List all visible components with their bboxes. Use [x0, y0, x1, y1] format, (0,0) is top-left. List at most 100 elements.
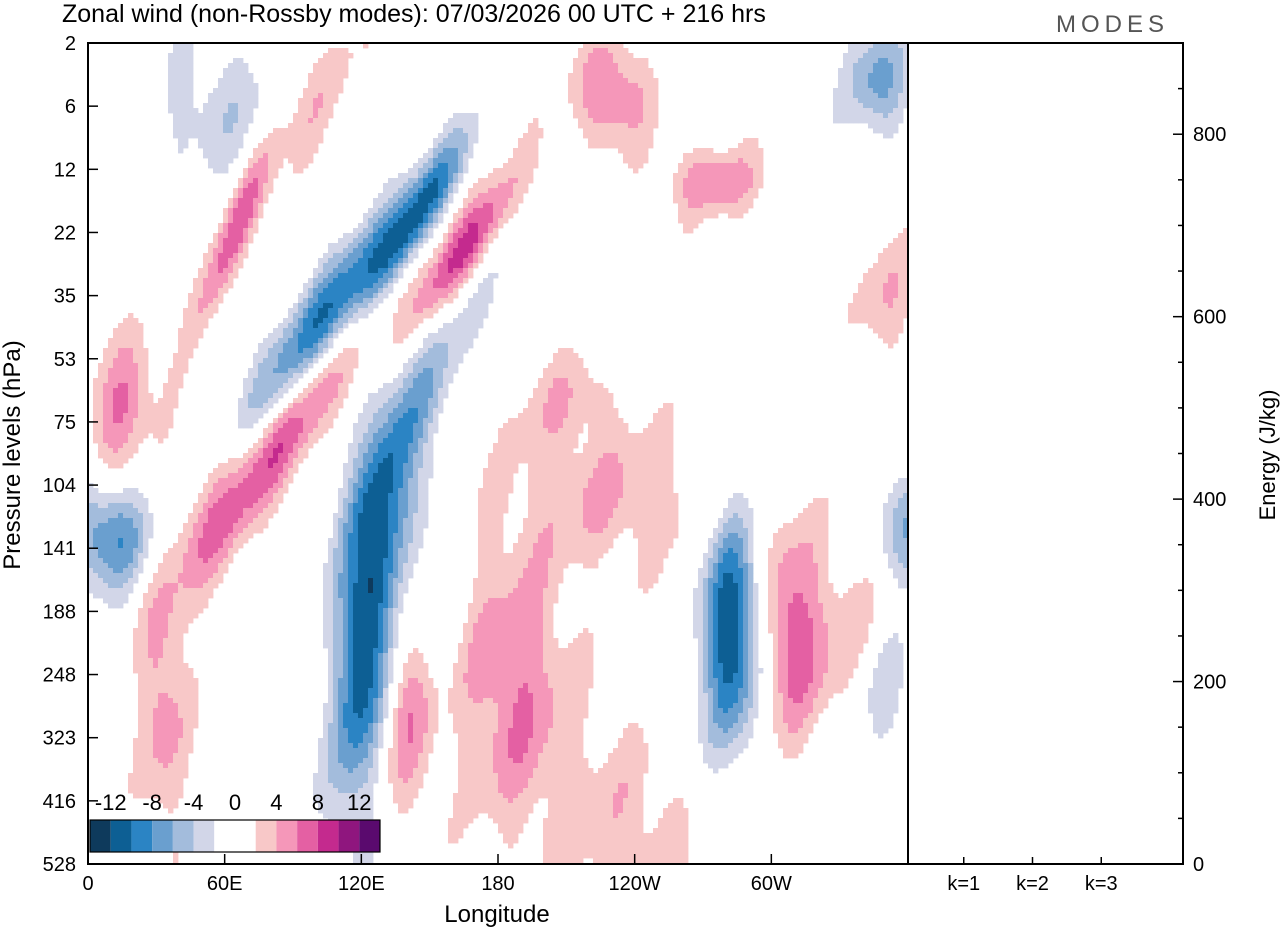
- field-cell: [518, 453, 524, 459]
- field-cell: [403, 183, 409, 189]
- field-cell: [138, 433, 144, 439]
- field-cell: [523, 188, 529, 194]
- field-cell: [598, 113, 604, 119]
- field-cell: [288, 448, 294, 454]
- field-cell: [488, 298, 494, 304]
- field-cell: [893, 238, 899, 244]
- field-cell: [433, 388, 439, 394]
- field-cell: [863, 288, 869, 294]
- field-cell: [303, 143, 309, 149]
- field-cell: [708, 148, 714, 154]
- field-cell: [308, 288, 314, 294]
- field-cell: [228, 143, 234, 149]
- field-cell: [273, 448, 279, 454]
- field-cell: [423, 273, 429, 279]
- field-cell: [373, 203, 379, 209]
- field-cell: [458, 143, 464, 149]
- field-cell: [433, 298, 439, 304]
- field-cell: [863, 298, 869, 304]
- field-cell: [733, 183, 739, 189]
- field-cell: [173, 378, 179, 384]
- field-cell: [618, 103, 624, 109]
- field-cell: [548, 393, 554, 399]
- field-cell: [898, 298, 904, 304]
- field-cell: [558, 393, 564, 399]
- field-cell: [233, 243, 239, 249]
- field-cell: [553, 403, 559, 409]
- field-cell: [203, 278, 209, 284]
- field-cell: [528, 403, 534, 409]
- field-cell: [453, 338, 459, 344]
- field-cell: [333, 383, 339, 389]
- field-cell: [558, 448, 564, 454]
- field-cell: [218, 223, 224, 229]
- field-cell: [308, 118, 314, 124]
- field-cell: [743, 153, 749, 159]
- field-cell: [183, 98, 189, 104]
- field-cell: [438, 168, 444, 174]
- field-cell: [423, 473, 429, 479]
- field-cell: [303, 108, 309, 114]
- field-cell: [498, 433, 504, 439]
- field-cell: [378, 493, 384, 499]
- field-cell: [663, 408, 669, 414]
- field-cell: [438, 383, 444, 389]
- field-cell: [903, 278, 909, 284]
- field-cell: [248, 98, 254, 104]
- field-cell: [638, 438, 644, 444]
- field-cell: [903, 298, 909, 304]
- field-cell: [493, 193, 499, 199]
- field-cell: [593, 78, 599, 84]
- field-cell: [233, 228, 239, 234]
- field-cell: [843, 98, 849, 104]
- field-cell: [593, 53, 599, 59]
- field-cell: [418, 443, 424, 449]
- field-cell: [453, 368, 459, 374]
- field-cell: [618, 428, 624, 434]
- field-cell: [508, 173, 514, 179]
- field-cell: [448, 133, 454, 139]
- field-cell: [388, 263, 394, 269]
- field-cell: [278, 128, 284, 134]
- field-cell: [563, 363, 569, 369]
- field-cell: [593, 388, 599, 394]
- field-cell: [638, 113, 644, 119]
- field-cell: [633, 438, 639, 444]
- field-cell: [428, 168, 434, 174]
- field-cell: [348, 238, 354, 244]
- field-cell: [893, 93, 899, 99]
- field-cell: [228, 68, 234, 74]
- field-cell: [273, 163, 279, 169]
- field-cell: [338, 253, 344, 259]
- field-cell: [613, 93, 619, 99]
- field-cell: [543, 463, 549, 469]
- field-cell: [903, 243, 909, 249]
- field-cell: [268, 333, 274, 339]
- field-cell: [463, 143, 469, 149]
- field-cell: [578, 83, 584, 89]
- field-cell: [443, 173, 449, 179]
- field-cell: [318, 278, 324, 284]
- field-cell: [213, 133, 219, 139]
- field-cell: [413, 178, 419, 184]
- field-cell: [878, 273, 884, 279]
- field-cell: [233, 98, 239, 104]
- field-cell: [283, 463, 289, 469]
- field-cell: [433, 418, 439, 424]
- field-cell: [538, 438, 544, 444]
- field-cell: [863, 108, 869, 114]
- field-cell: [338, 78, 344, 84]
- field-cell: [588, 398, 594, 404]
- field-cell: [598, 428, 604, 434]
- field-cell: [243, 393, 249, 399]
- field-cell: [213, 278, 219, 284]
- field-cell: [638, 68, 644, 74]
- field-cell: [118, 388, 124, 394]
- field-cell: [858, 103, 864, 109]
- field-cell: [488, 478, 494, 484]
- field-cell: [643, 123, 649, 129]
- field-cell: [588, 103, 594, 109]
- field-cell: [668, 478, 674, 484]
- field-cell: [238, 498, 244, 504]
- field-cell: [748, 198, 754, 204]
